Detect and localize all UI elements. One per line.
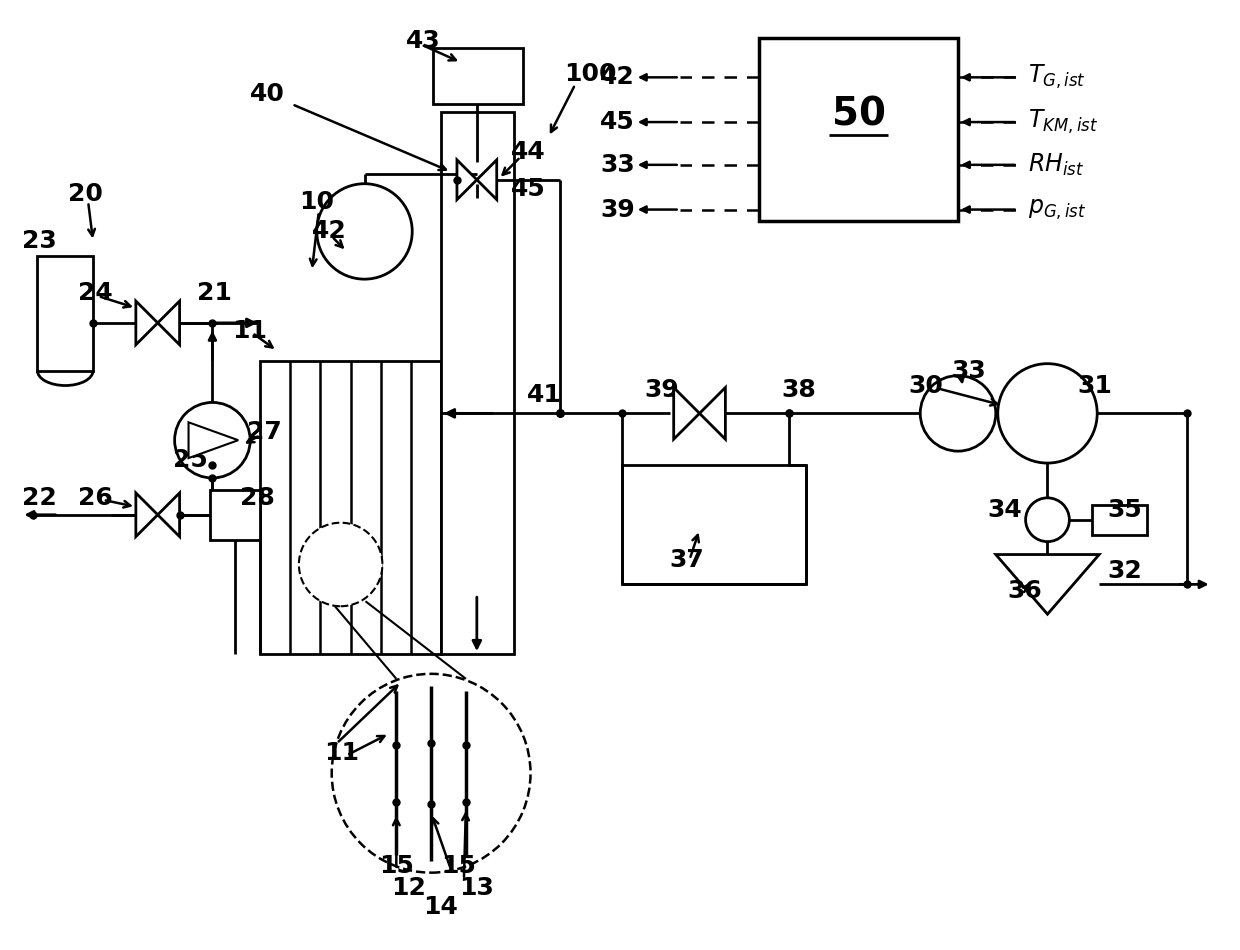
Text: 43: 43 bbox=[407, 28, 441, 52]
Polygon shape bbox=[157, 493, 180, 537]
Bar bbox=[37, 256, 93, 370]
Text: 36: 36 bbox=[1008, 580, 1043, 603]
Text: 33: 33 bbox=[600, 153, 635, 177]
Text: 40: 40 bbox=[250, 83, 285, 106]
Bar bbox=[441, 112, 513, 654]
Polygon shape bbox=[996, 555, 1099, 615]
Text: 12: 12 bbox=[392, 876, 427, 900]
Text: 11: 11 bbox=[324, 741, 358, 766]
Text: 21: 21 bbox=[197, 281, 232, 305]
Text: 14: 14 bbox=[423, 896, 458, 920]
Text: 100: 100 bbox=[564, 63, 616, 86]
Text: 35: 35 bbox=[1107, 498, 1142, 522]
Circle shape bbox=[920, 375, 996, 451]
Text: 15: 15 bbox=[441, 854, 476, 878]
Circle shape bbox=[175, 403, 250, 478]
Text: 37: 37 bbox=[670, 547, 704, 572]
Text: 44: 44 bbox=[511, 140, 546, 164]
Text: 39: 39 bbox=[645, 378, 680, 403]
Text: 24: 24 bbox=[78, 281, 113, 305]
Text: 13: 13 bbox=[459, 876, 494, 900]
Circle shape bbox=[299, 522, 382, 606]
Text: $RH_{ist}$: $RH_{ist}$ bbox=[1028, 152, 1084, 178]
Bar bbox=[211, 490, 260, 540]
Text: 33: 33 bbox=[951, 358, 986, 383]
Text: 15: 15 bbox=[379, 854, 414, 878]
Polygon shape bbox=[477, 160, 497, 200]
Text: 34: 34 bbox=[988, 498, 1023, 522]
Bar bbox=[622, 466, 806, 584]
Polygon shape bbox=[136, 301, 157, 345]
Polygon shape bbox=[157, 301, 180, 345]
Text: 25: 25 bbox=[172, 448, 207, 472]
Text: 50: 50 bbox=[832, 96, 885, 134]
Bar bbox=[260, 361, 441, 654]
Text: 32: 32 bbox=[1107, 560, 1142, 583]
Polygon shape bbox=[673, 388, 699, 439]
Text: 42: 42 bbox=[311, 219, 346, 243]
Text: 42: 42 bbox=[600, 66, 635, 89]
Bar bbox=[1092, 504, 1147, 535]
Text: 22: 22 bbox=[21, 485, 56, 510]
Text: $p_{G,ist}$: $p_{G,ist}$ bbox=[1028, 198, 1086, 221]
Text: 23: 23 bbox=[21, 229, 56, 254]
Circle shape bbox=[316, 183, 412, 279]
Text: 41: 41 bbox=[527, 384, 562, 408]
Text: 10: 10 bbox=[299, 190, 334, 214]
Text: $T_{KM,ist}$: $T_{KM,ist}$ bbox=[1028, 108, 1097, 136]
Text: 11: 11 bbox=[232, 319, 268, 343]
Bar bbox=[433, 48, 522, 104]
Text: 38: 38 bbox=[781, 378, 816, 403]
Text: 45: 45 bbox=[600, 110, 635, 134]
Text: 45: 45 bbox=[511, 177, 546, 200]
Text: 39: 39 bbox=[600, 198, 635, 221]
Text: 30: 30 bbox=[909, 373, 944, 397]
Bar bbox=[759, 38, 959, 221]
Text: $T_{G,ist}$: $T_{G,ist}$ bbox=[1028, 64, 1085, 91]
Text: 28: 28 bbox=[241, 485, 275, 510]
Circle shape bbox=[998, 364, 1097, 463]
Circle shape bbox=[1025, 498, 1069, 542]
Polygon shape bbox=[699, 388, 725, 439]
Text: 26: 26 bbox=[78, 485, 113, 510]
Text: 20: 20 bbox=[68, 181, 103, 205]
Text: 27: 27 bbox=[247, 420, 281, 445]
Text: 31: 31 bbox=[1078, 373, 1112, 397]
Circle shape bbox=[331, 674, 531, 873]
Polygon shape bbox=[458, 160, 477, 200]
Polygon shape bbox=[136, 493, 157, 537]
Polygon shape bbox=[188, 423, 238, 458]
